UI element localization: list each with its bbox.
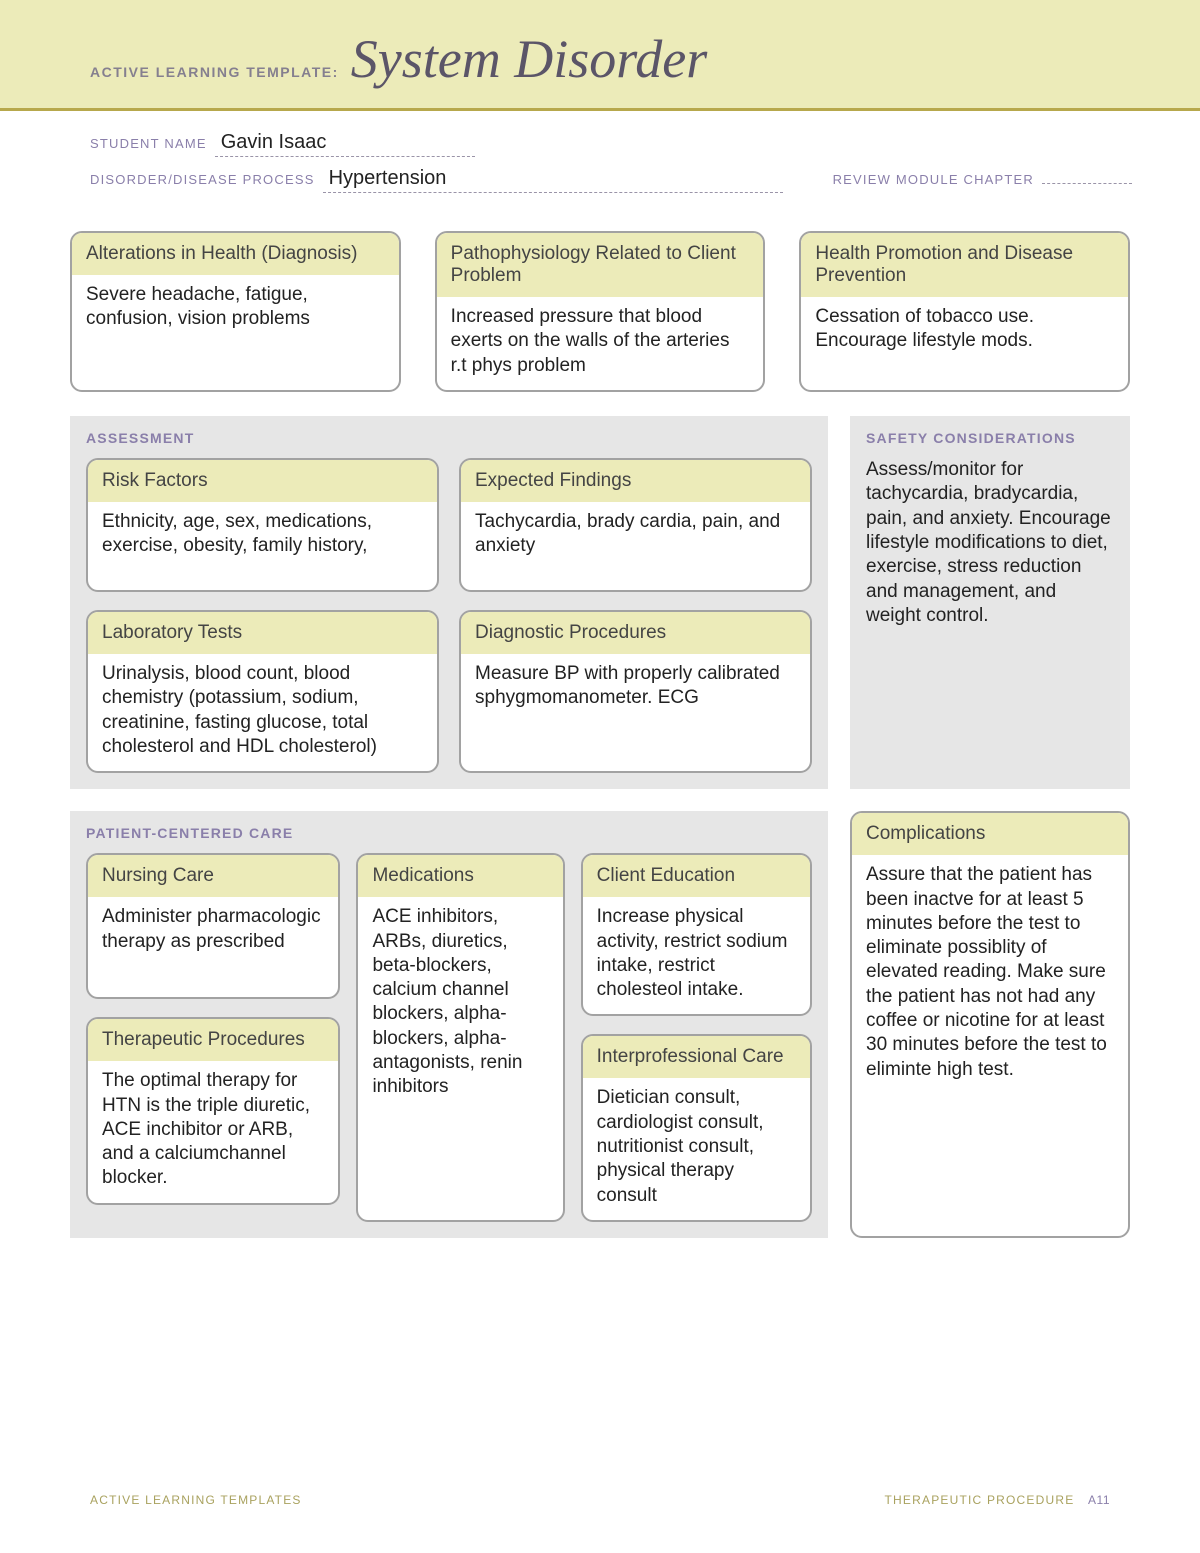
nursing-care-body: Administer pharmacologic therapy as pres…	[88, 897, 338, 997]
nursing-care-box: Nursing Care Administer pharmacologic th…	[86, 853, 340, 999]
footer-right-label: THERAPEUTIC PROCEDURE	[885, 1493, 1075, 1507]
assessment-row-1: Risk Factors Ethnicity, age, sex, medica…	[86, 458, 812, 592]
review-field[interactable]	[1042, 181, 1132, 184]
pcc-grid: PATIENT-CENTERED CARE Nursing Care Admin…	[70, 811, 1130, 1238]
pcc-col-2: Medications ACE inhibitors, ARBs, diuret…	[356, 853, 564, 1222]
disorder-label: DISORDER/DISEASE PROCESS	[90, 172, 315, 187]
banner-inner: ACTIVE LEARNING TEMPLATE: System Disorde…	[90, 28, 1110, 90]
safety-label: SAFETY CONSIDERATIONS	[866, 430, 1114, 446]
student-label: STUDENT NAME	[90, 136, 207, 151]
client-education-body: Increase physical activity, restrict sod…	[583, 897, 810, 1014]
review-label: REVIEW MODULE CHAPTER	[833, 172, 1034, 187]
student-row: STUDENT NAME Gavin Isaac	[90, 131, 1110, 157]
diagnostic-procedures-body: Measure BP with properly calibrated sphy…	[461, 654, 810, 723]
footer-page-num: A11	[1088, 1493, 1110, 1507]
diagnostic-procedures-box: Diagnostic Procedures Measure BP with pr…	[459, 610, 812, 773]
assessment-grid: ASSESSMENT Risk Factors Ethnicity, age, …	[70, 416, 1130, 789]
banner-label: ACTIVE LEARNING TEMPLATE:	[90, 64, 339, 80]
assessment-row-2: Laboratory Tests Urinalysis, blood count…	[86, 610, 812, 773]
expected-findings-box: Expected Findings Tachycardia, brady car…	[459, 458, 812, 592]
disorder-row: DISORDER/DISEASE PROCESS Hypertension RE…	[90, 167, 1110, 193]
complications-title: Complications	[852, 813, 1128, 855]
pathophysiology-box: Pathophysiology Related to Client Proble…	[435, 231, 766, 392]
interprofessional-care-title: Interprofessional Care	[583, 1036, 810, 1078]
laboratory-tests-title: Laboratory Tests	[88, 612, 437, 654]
risk-factors-body: Ethnicity, age, sex, medications, exerci…	[88, 502, 437, 590]
client-education-box: Client Education Increase physical activ…	[581, 853, 812, 1016]
pcc-row: Nursing Care Administer pharmacologic th…	[86, 853, 812, 1222]
expected-findings-body: Tachycardia, brady cardia, pain, and anx…	[461, 502, 810, 590]
pcc-section: PATIENT-CENTERED CARE Nursing Care Admin…	[70, 811, 828, 1238]
assessment-section: ASSESSMENT Risk Factors Ethnicity, age, …	[70, 416, 828, 789]
diagnostic-procedures-title: Diagnostic Procedures	[461, 612, 810, 654]
footer-left: ACTIVE LEARNING TEMPLATES	[90, 1493, 302, 1507]
top-row: Alterations in Health (Diagnosis) Severe…	[70, 231, 1130, 392]
page: ACTIVE LEARNING TEMPLATE: System Disorde…	[0, 0, 1200, 1238]
footer-right: THERAPEUTIC PROCEDURE A11	[885, 1493, 1110, 1507]
pcc-col-3: Client Education Increase physical activ…	[581, 853, 812, 1222]
medications-body: ACE inhibitors, ARBs, diuretics, beta-bl…	[358, 897, 562, 1112]
laboratory-tests-body: Urinalysis, blood count, blood chemistry…	[88, 654, 437, 771]
interprofessional-care-body: Dietician consult, cardiologist consult,…	[583, 1078, 810, 1220]
footer: ACTIVE LEARNING TEMPLATES THERAPEUTIC PR…	[90, 1493, 1110, 1507]
laboratory-tests-box: Laboratory Tests Urinalysis, blood count…	[86, 610, 439, 773]
pcc-label: PATIENT-CENTERED CARE	[86, 825, 812, 841]
safety-block: SAFETY CONSIDERATIONS Assess/monitor for…	[850, 416, 1130, 789]
health-promotion-title: Health Promotion and Disease Prevention	[801, 233, 1128, 297]
safety-column: SAFETY CONSIDERATIONS Assess/monitor for…	[850, 416, 1130, 789]
complications-box: Complications Assure that the patient ha…	[850, 811, 1130, 1238]
interprofessional-care-box: Interprofessional Care Dietician consult…	[581, 1034, 812, 1222]
disorder-field[interactable]: Hypertension	[323, 167, 783, 193]
nursing-care-title: Nursing Care	[88, 855, 338, 897]
health-promotion-body: Cessation of tobacco use. Encourage life…	[801, 297, 1128, 366]
client-education-title: Client Education	[583, 855, 810, 897]
alterations-box: Alterations in Health (Diagnosis) Severe…	[70, 231, 401, 392]
health-promotion-box: Health Promotion and Disease Prevention …	[799, 231, 1130, 392]
pcc-col-1: Nursing Care Administer pharmacologic th…	[86, 853, 340, 1222]
complications-column: Complications Assure that the patient ha…	[850, 811, 1130, 1238]
risk-factors-box: Risk Factors Ethnicity, age, sex, medica…	[86, 458, 439, 592]
complications-body: Assure that the patient has been inactve…	[852, 855, 1128, 1094]
assessment-label: ASSESSMENT	[86, 430, 812, 446]
expected-findings-title: Expected Findings	[461, 460, 810, 502]
therapeutic-procedures-body: The optimal therapy for HTN is the tripl…	[88, 1061, 338, 1203]
content: Alterations in Health (Diagnosis) Severe…	[0, 213, 1200, 1238]
banner: ACTIVE LEARNING TEMPLATE: System Disorde…	[0, 0, 1200, 111]
medications-title: Medications	[358, 855, 562, 897]
therapeutic-procedures-title: Therapeutic Procedures	[88, 1019, 338, 1061]
student-field[interactable]: Gavin Isaac	[215, 131, 475, 157]
pathophysiology-title: Pathophysiology Related to Client Proble…	[437, 233, 764, 297]
medications-box: Medications ACE inhibitors, ARBs, diuret…	[356, 853, 564, 1222]
risk-factors-title: Risk Factors	[88, 460, 437, 502]
meta-block: STUDENT NAME Gavin Isaac DISORDER/DISEAS…	[0, 111, 1200, 213]
safety-body: Assess/monitor for tachycardia, bradycar…	[866, 458, 1114, 628]
alterations-body: Severe headache, fatigue, confusion, vis…	[72, 275, 399, 344]
alterations-title: Alterations in Health (Diagnosis)	[72, 233, 399, 275]
therapeutic-procedures-box: Therapeutic Procedures The optimal thera…	[86, 1017, 340, 1205]
banner-title: System Disorder	[351, 28, 707, 90]
pathophysiology-body: Increased pressure that blood exerts on …	[437, 297, 764, 390]
